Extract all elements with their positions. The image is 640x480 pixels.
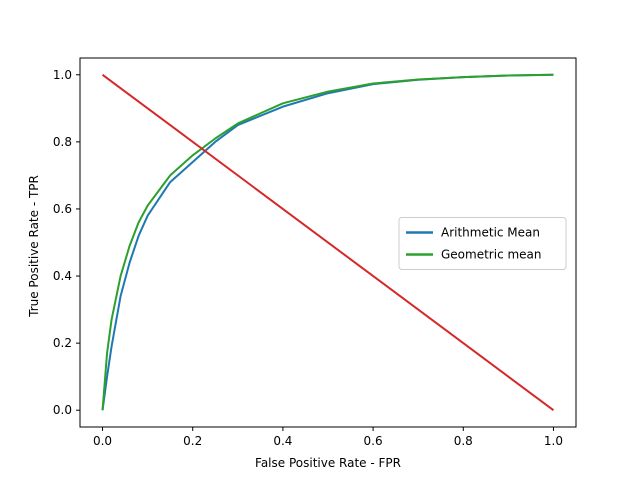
x-tick-label: 0.6 [364, 434, 383, 448]
y-tick-label: 0.2 [53, 336, 72, 350]
axes: 0.0 0.2 0.4 0.6 0.8 1.0 0.0 0.2 0.4 0.6 0.8 1.0 [53, 57, 577, 448]
series-line-geometric-mean [101, 73, 554, 411]
legend-label-geometric-mean: Geometric mean [441, 248, 542, 262]
x-axis-label: False Positive Rate - FPR [255, 456, 401, 470]
x-tick-label: 1.0 [544, 434, 563, 448]
axes-frame [79, 57, 577, 428]
y-tick-label: 0.4 [53, 269, 72, 283]
x-tick-label: 0.4 [273, 434, 292, 448]
x-tick-label: 0.2 [183, 434, 202, 448]
y-axis-label: True Positive Rate - TPR [27, 175, 41, 318]
legend-label-arithmetic-mean: Arithmetic Mean [441, 226, 540, 240]
x-tick-label: 0.0 [93, 434, 112, 448]
x-tick-label: 0.8 [454, 434, 473, 448]
legend-box [398, 217, 567, 270]
legend: Arithmetic Mean Geometric mean [398, 217, 567, 270]
y-tick-label: 0.0 [53, 403, 72, 417]
plot-area [101, 73, 555, 412]
y-tick-label: 0.6 [53, 202, 72, 216]
y-tick-label: 0.8 [53, 135, 72, 149]
series-line-reference-diagonal [101, 73, 555, 412]
y-tick-label: 1.0 [53, 68, 72, 82]
